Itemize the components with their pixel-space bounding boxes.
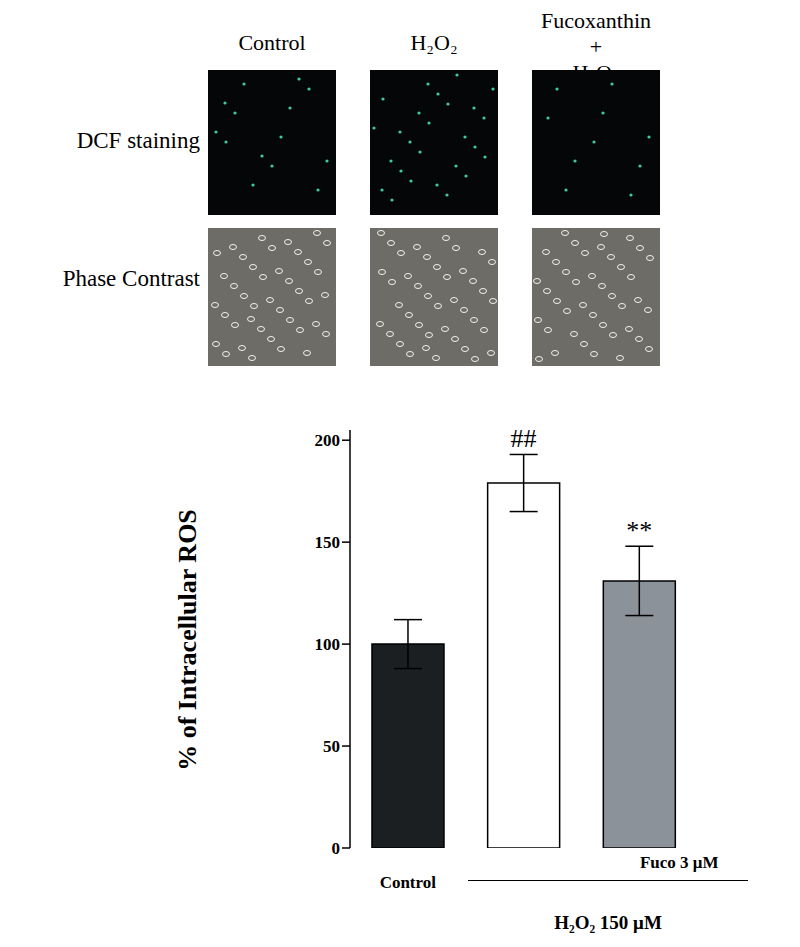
svg-text:Control: Control bbox=[380, 873, 437, 892]
html-text:H₂O₂ 150 μM: H₂O₂ 150 μM bbox=[554, 912, 662, 933]
html-text:Phase Contrast: Phase Contrast bbox=[62, 266, 200, 291]
html-text:Fucoxanthin + H₂O₂: Fucoxanthin + H₂O₂ bbox=[541, 8, 651, 85]
svg-text:50: 50 bbox=[323, 737, 340, 756]
html-text:H₂O₂: H₂O₂ bbox=[410, 30, 458, 55]
svg-text:##: ## bbox=[511, 424, 537, 453]
svg-text:0: 0 bbox=[332, 839, 341, 858]
svg-text:200: 200 bbox=[315, 431, 341, 450]
svg-text:100: 100 bbox=[315, 635, 341, 654]
html-text:DCF staining: DCF staining bbox=[76, 128, 200, 153]
svg-text:Fuco 3 μM: Fuco 3 μM bbox=[640, 853, 719, 872]
svg-text:**: ** bbox=[626, 516, 652, 545]
html-text:Control: Control bbox=[238, 30, 306, 55]
html-text:% of Intracellular ROS: % of Intracellular ROS bbox=[173, 509, 202, 771]
svg-text:150: 150 bbox=[315, 533, 341, 552]
